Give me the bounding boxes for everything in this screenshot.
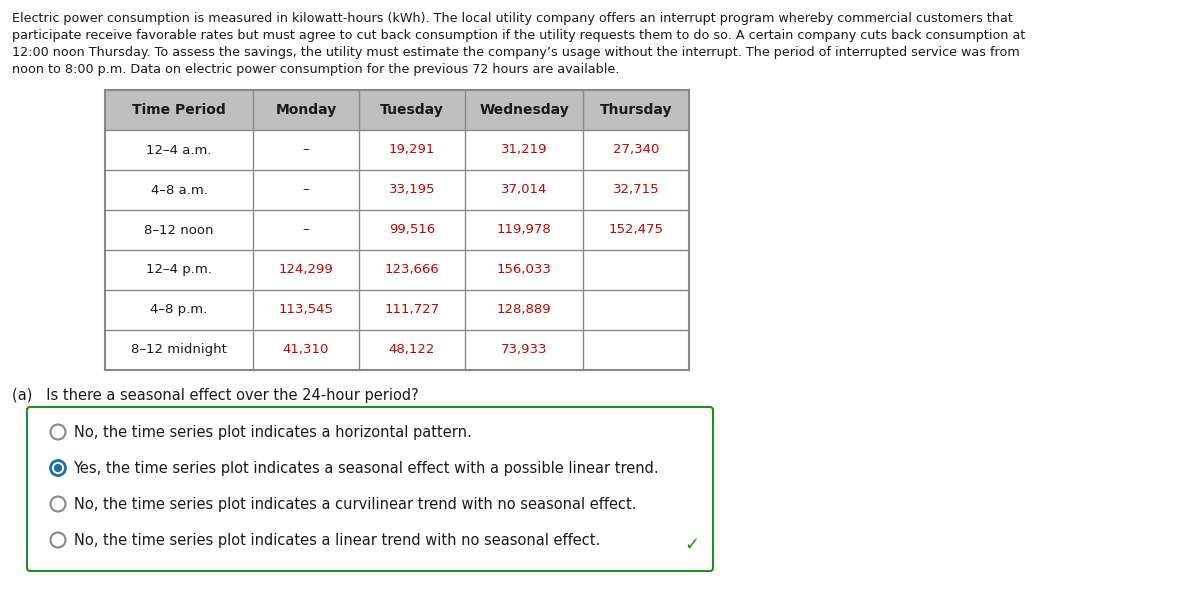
Circle shape <box>50 461 66 475</box>
Text: 12:00 noon Thursday. To assess the savings, the utility must estimate the compan: 12:00 noon Thursday. To assess the savin… <box>12 46 1020 59</box>
Text: Yes, the time series plot indicates a seasonal effect with a possible linear tre: Yes, the time series plot indicates a se… <box>73 461 659 475</box>
Text: –: – <box>302 184 310 197</box>
Text: 113,545: 113,545 <box>278 304 334 317</box>
Text: ✓: ✓ <box>684 536 700 554</box>
Text: Monday: Monday <box>275 103 337 117</box>
Text: 37,014: 37,014 <box>500 184 547 197</box>
Text: 111,727: 111,727 <box>384 304 439 317</box>
Text: Tuesday: Tuesday <box>380 103 444 117</box>
Text: noon to 8:00 p.m. Data on electric power consumption for the previous 72 hours a: noon to 8:00 p.m. Data on electric power… <box>12 63 619 76</box>
Text: 152,475: 152,475 <box>608 224 664 236</box>
Text: No, the time series plot indicates a horizontal pattern.: No, the time series plot indicates a hor… <box>73 424 472 439</box>
Text: 156,033: 156,033 <box>497 263 552 276</box>
Text: 119,978: 119,978 <box>497 224 551 236</box>
Circle shape <box>50 424 66 439</box>
Text: 123,666: 123,666 <box>385 263 439 276</box>
Text: Wednesday: Wednesday <box>479 103 569 117</box>
Text: (a)   Is there a seasonal effect over the 24-hour period?: (a) Is there a seasonal effect over the … <box>12 388 419 403</box>
Text: –: – <box>302 143 310 156</box>
Circle shape <box>54 464 62 472</box>
Text: 73,933: 73,933 <box>500 343 547 356</box>
Text: 32,715: 32,715 <box>613 184 659 197</box>
Text: 48,122: 48,122 <box>389 343 436 356</box>
Text: 124,299: 124,299 <box>278 263 334 276</box>
Text: participate receive favorable rates but must agree to cut back consumption if th: participate receive favorable rates but … <box>12 29 1025 42</box>
Text: –: – <box>302 224 310 236</box>
Circle shape <box>50 532 66 548</box>
Text: 99,516: 99,516 <box>389 224 436 236</box>
Bar <box>106 90 689 130</box>
Text: 33,195: 33,195 <box>389 184 436 197</box>
Text: 41,310: 41,310 <box>283 343 329 356</box>
Text: Time Period: Time Period <box>132 103 226 117</box>
Text: No, the time series plot indicates a curvilinear trend with no seasonal effect.: No, the time series plot indicates a cur… <box>73 497 636 511</box>
Circle shape <box>50 497 66 511</box>
Bar <box>106 130 689 370</box>
Text: 27,340: 27,340 <box>613 143 659 156</box>
FancyBboxPatch shape <box>28 407 713 571</box>
Text: 12–4 p.m.: 12–4 p.m. <box>146 263 212 276</box>
Text: No, the time series plot indicates a linear trend with no seasonal effect.: No, the time series plot indicates a lin… <box>73 532 600 548</box>
Text: Thursday: Thursday <box>600 103 672 117</box>
Text: 19,291: 19,291 <box>389 143 436 156</box>
Text: 8–12 midnight: 8–12 midnight <box>131 343 227 356</box>
Text: 12–4 a.m.: 12–4 a.m. <box>146 143 211 156</box>
Text: 4–8 p.m.: 4–8 p.m. <box>150 304 208 317</box>
Text: 31,219: 31,219 <box>500 143 547 156</box>
Text: Electric power consumption is measured in kilowatt-hours (kWh). The local utilit: Electric power consumption is measured i… <box>12 12 1013 25</box>
Text: 128,889: 128,889 <box>497 304 551 317</box>
Text: 8–12 noon: 8–12 noon <box>144 224 214 236</box>
Text: 4–8 a.m.: 4–8 a.m. <box>150 184 208 197</box>
